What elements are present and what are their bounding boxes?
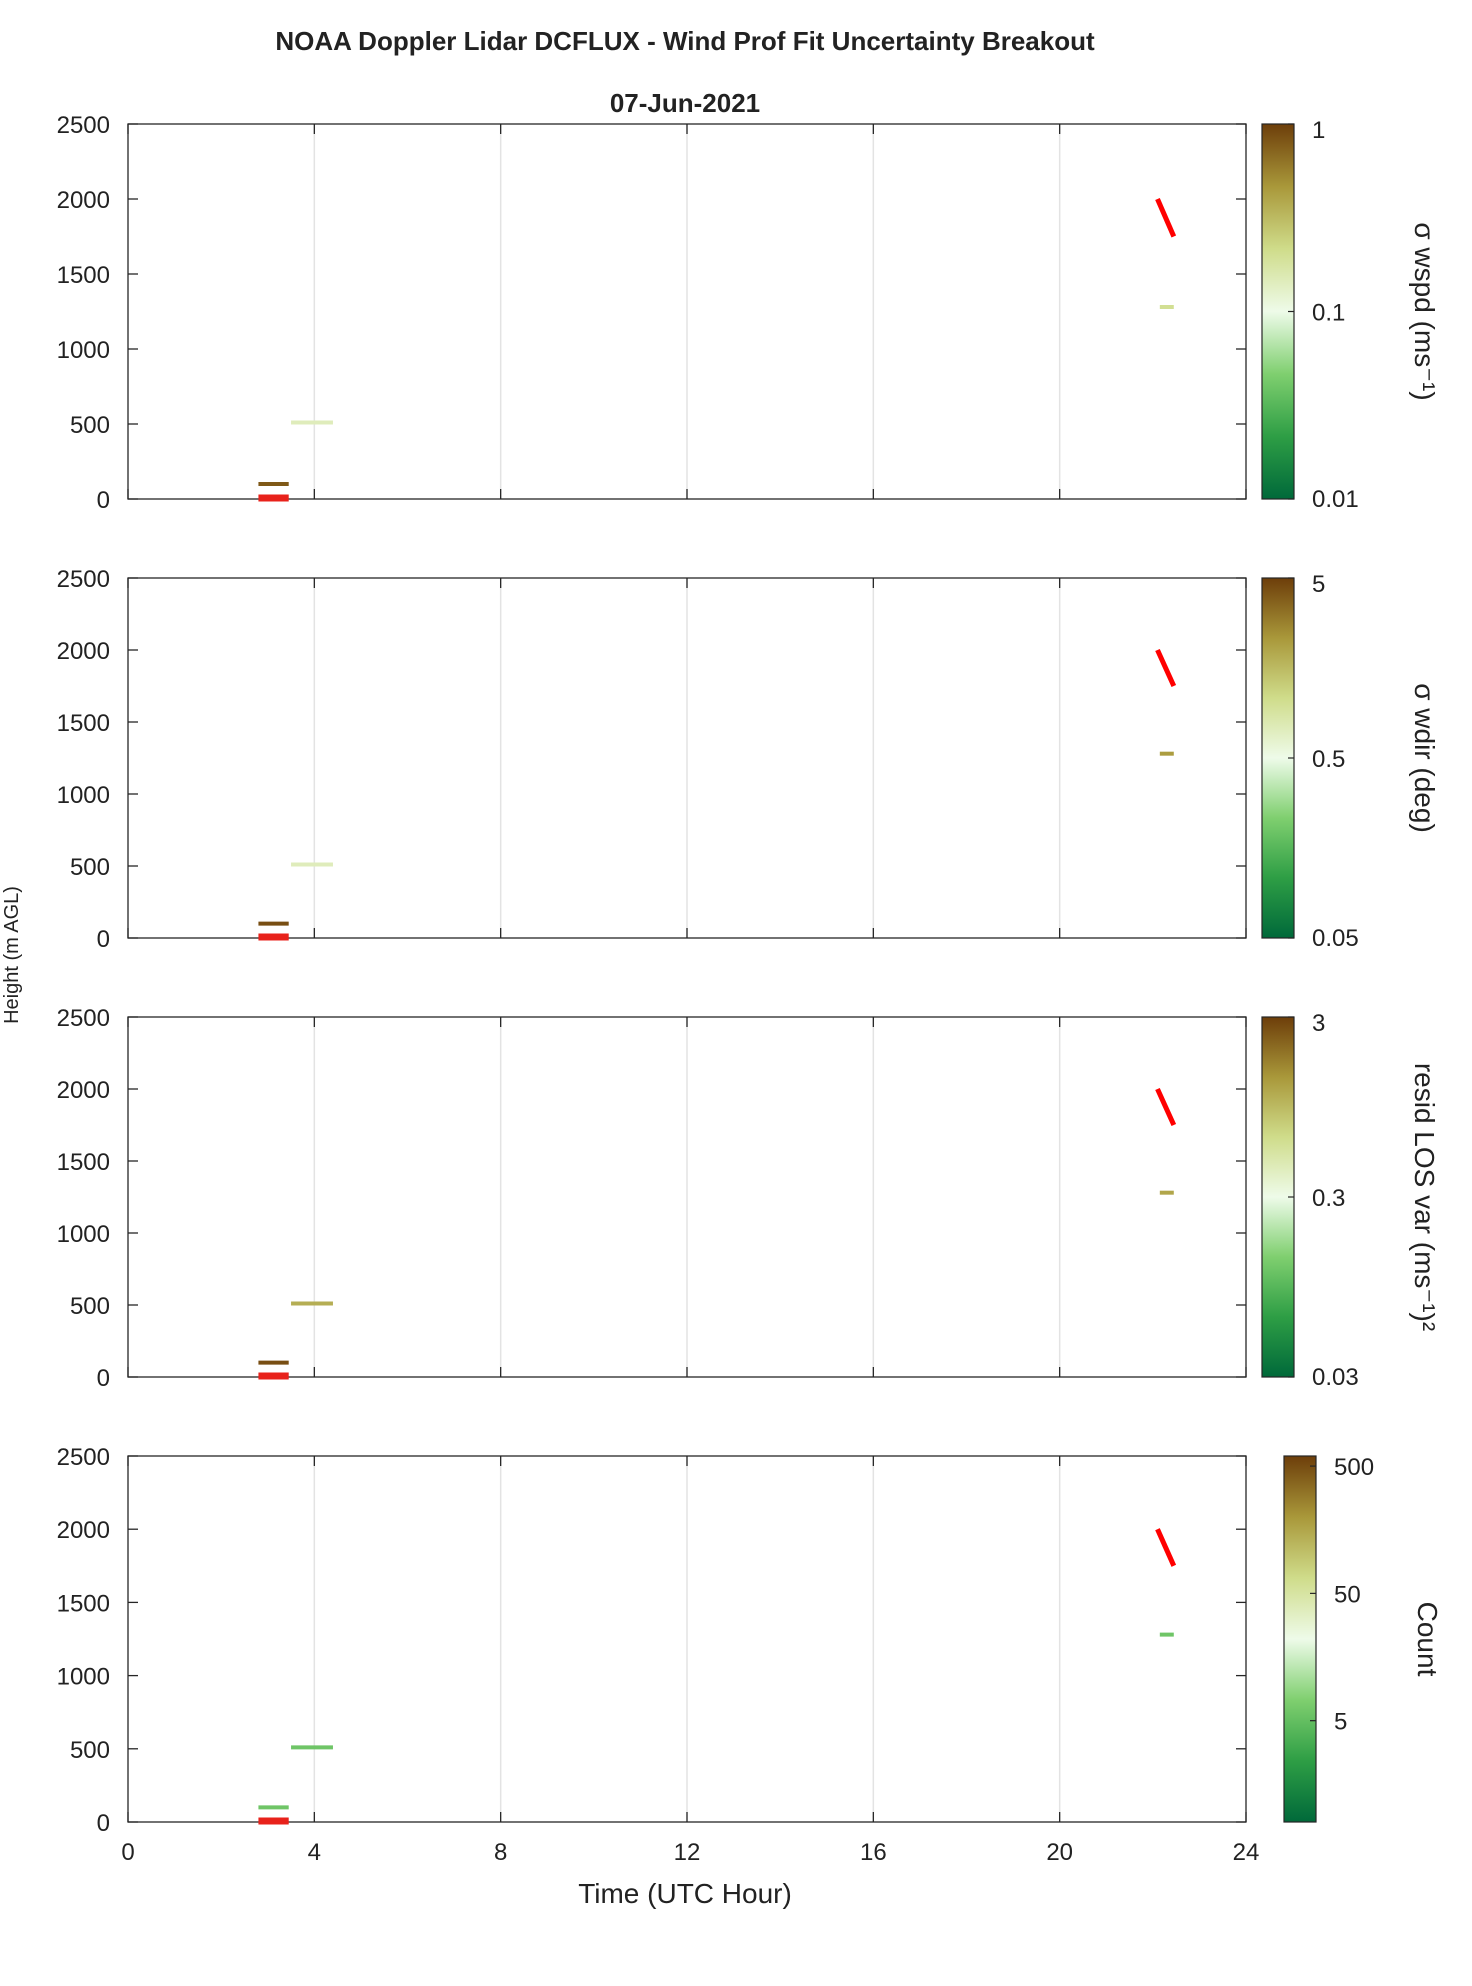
- x-tick-label: 0: [121, 1839, 134, 1866]
- resid-panel: 0 500 1000 1500 2000 2500 3 0.3 0.03 resid LOS va…: [57, 1005, 1440, 1392]
- colorbar-tick-label: 5: [1334, 1709, 1347, 1736]
- x-tick-label: 8: [494, 1839, 507, 1866]
- x-tick-label: 4: [308, 1839, 321, 1866]
- colorbar-label: σ wdir (deg): [1409, 683, 1440, 833]
- y-tick-label: 500: [70, 854, 110, 881]
- y-tick-label: 2500: [57, 112, 110, 139]
- colorbar-label: σ wspd (ms⁻¹): [1409, 222, 1440, 400]
- y-tick-label: 2500: [57, 1444, 110, 1471]
- y-tick-label: 1000: [57, 337, 110, 364]
- colorbar-label: resid LOS var (ms⁻¹)²: [1409, 1063, 1440, 1331]
- y-tick-label: 1000: [57, 1221, 110, 1248]
- x-tick-label: 20: [1046, 1839, 1073, 1866]
- y-tick-label: 500: [70, 1293, 110, 1320]
- colorbar-tick-label: 0.1: [1312, 300, 1345, 327]
- red-mark: [1155, 1087, 1177, 1127]
- y-tick-label: 2000: [57, 187, 110, 214]
- colorbar-tick-label: 0.3: [1312, 1185, 1345, 1212]
- y-tick-label: 500: [70, 1737, 110, 1764]
- y-tick-label: 2000: [57, 638, 110, 665]
- colorbar: [1283, 1455, 1317, 1823]
- y-tick-label: 2000: [57, 1077, 110, 1104]
- colorbar-tick-label: 3: [1312, 1010, 1325, 1037]
- y-axis-label: Height (m AGL): [1, 886, 23, 1024]
- red-mark: [1155, 1528, 1177, 1567]
- colorbar-label: Count: [1412, 1602, 1443, 1677]
- y-tick-label: 1500: [57, 710, 110, 737]
- x-tick-label: 16: [860, 1839, 887, 1866]
- y-tick-label: 1500: [57, 1590, 110, 1617]
- wspd-panel: 0 500 1000 1500 2000 2500 1 0.1 0.01 σ wspd (ms⁻¹…: [57, 112, 1440, 514]
- count-panel: 0 4 8 12 16 20 24 0 500 1000 1500 2000 2500 500 50 5 Cou…: [57, 1444, 1443, 1866]
- colorbar-tick-label: 1: [1312, 117, 1325, 144]
- y-tick-label: 0: [97, 1365, 110, 1392]
- y-tick-label: 1500: [57, 1149, 110, 1176]
- y-tick-label: 2500: [57, 1005, 110, 1032]
- red-mark: [1155, 198, 1177, 238]
- y-tick-label: 1000: [57, 782, 110, 809]
- x-axis-label: Time (UTC Hour): [578, 1878, 792, 1909]
- colorbar-tick-label: 0.5: [1312, 746, 1345, 773]
- colorbar-tick-label: 0.05: [1312, 925, 1359, 952]
- colorbar-tick-label: 5: [1312, 571, 1325, 598]
- y-tick-label: 1500: [57, 262, 110, 289]
- x-tick-label: 12: [674, 1839, 701, 1866]
- y-tick-label: 2000: [57, 1517, 110, 1544]
- colorbar: [1261, 1016, 1295, 1378]
- y-tick-label: 1000: [57, 1664, 110, 1691]
- colorbar-tick-label: 500: [1334, 1454, 1374, 1481]
- red-mark: [1155, 648, 1177, 688]
- y-tick-label: 0: [97, 1810, 110, 1837]
- y-tick-label: 2500: [57, 566, 110, 593]
- colorbar-tick-label: 0.01: [1312, 486, 1359, 513]
- colorbar-tick-label: 50: [1334, 1581, 1361, 1608]
- figure-title: NOAA Doppler Lidar DCFLUX - Wind Prof Fi…: [275, 26, 1095, 56]
- colorbar-tick-label: 0.03: [1312, 1364, 1359, 1391]
- wdir-panel: 0 500 1000 1500 2000 2500 5 0.5 0.05 σ wdir (deg): [57, 566, 1440, 953]
- y-tick-label: 0: [97, 926, 110, 953]
- x-tick-label: 24: [1233, 1839, 1260, 1866]
- y-tick-label: 0: [97, 487, 110, 514]
- y-tick-label: 500: [70, 412, 110, 439]
- figure-subtitle: 07-Jun-2021: [610, 88, 760, 118]
